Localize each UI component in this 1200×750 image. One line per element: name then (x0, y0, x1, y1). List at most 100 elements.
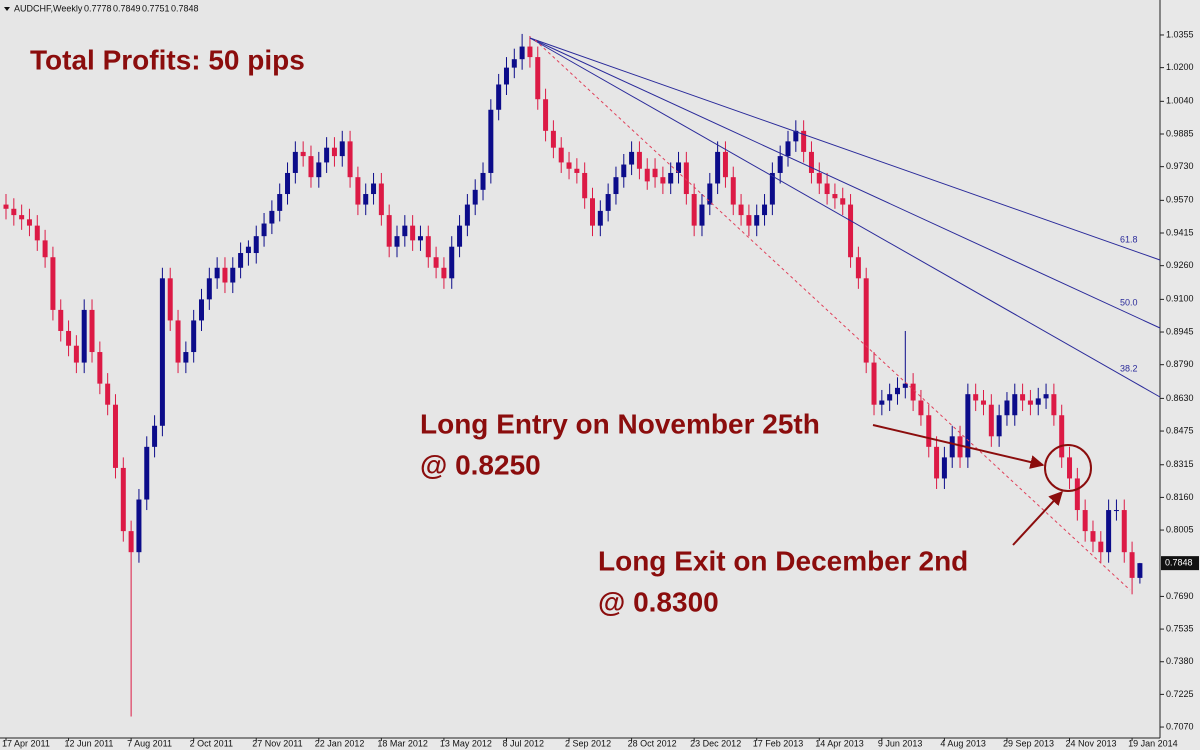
candle-body (785, 141, 791, 157)
candle-body (261, 223, 267, 237)
candle-body (402, 225, 408, 237)
candle-body (1051, 394, 1057, 416)
candle-body (981, 400, 986, 405)
fan-line (529, 37, 1161, 398)
arrow (872, 424, 1045, 469)
candle-body (1020, 394, 1026, 401)
y-tick-label: 0.8160 (1166, 492, 1194, 502)
candle-body (73, 345, 79, 363)
candle-body (441, 267, 447, 279)
candle-body (683, 162, 689, 195)
candle-body (894, 387, 900, 395)
candle-body (347, 141, 353, 178)
x-tick-label: 13 May 2012 (440, 738, 492, 748)
candle-body (1106, 510, 1112, 553)
candle-body (230, 267, 236, 283)
candle-body (1074, 478, 1080, 511)
entry-circle (1044, 444, 1092, 492)
price-label: 0.7848 (1165, 558, 1193, 568)
candle-body (550, 130, 556, 148)
candle-body (801, 130, 807, 152)
candle-body (605, 194, 611, 211)
marks (3, 33, 1143, 717)
x-tick-label: 17 Feb 2013 (753, 738, 804, 748)
candle-body (112, 404, 118, 468)
candle-body (378, 183, 384, 216)
fan-label: 61.8 (1120, 234, 1138, 244)
candle-body (535, 57, 541, 100)
header-low: 0.7751 (142, 3, 170, 13)
y-tick-label: 0.7380 (1166, 656, 1194, 666)
candle-body (746, 215, 752, 226)
candle-body (66, 330, 72, 346)
header-open: 0.7778 (84, 3, 112, 13)
candle-body (58, 309, 64, 331)
candle-body (1035, 398, 1041, 405)
candle-body (996, 415, 1002, 437)
x-tick-label: 24 Nov 2013 (1066, 738, 1117, 748)
candle-body (457, 225, 463, 247)
candle-body (949, 436, 955, 458)
candle-body (644, 168, 650, 182)
candle-body (480, 172, 486, 190)
candle-body (699, 204, 705, 226)
candle-body (206, 278, 212, 300)
candle-body (433, 257, 439, 268)
candle-body (722, 151, 728, 178)
menu-arrow (4, 7, 10, 11)
fan-label: 50.0 (1120, 297, 1138, 307)
y-tick-label: 0.7535 (1166, 623, 1194, 633)
candle-body (769, 172, 775, 205)
candle-body (527, 46, 533, 58)
candle-body (519, 46, 525, 60)
candle-body (331, 147, 337, 157)
y-tick-label: 0.8315 (1166, 459, 1194, 469)
candle-body (1043, 394, 1049, 399)
header-high: 0.7849 (113, 3, 141, 13)
candle-body (613, 177, 619, 195)
candle-body (754, 215, 760, 226)
candle-body (566, 162, 572, 169)
candle-body (590, 198, 595, 226)
candle-body (668, 172, 674, 184)
candle-body (808, 151, 814, 173)
annotation: @ 0.8300 (598, 586, 719, 617)
candle-body (902, 383, 908, 388)
candle-body (957, 436, 963, 458)
candle-body (1082, 510, 1088, 532)
x-tick-label: 8 Jul 2012 (502, 738, 544, 748)
candle-body (50, 257, 56, 310)
candle-body (863, 278, 869, 363)
candle-body (245, 246, 251, 254)
x-tick-label: 28 Oct 2012 (628, 738, 677, 748)
candle-body (621, 164, 627, 178)
candle-body (1067, 457, 1073, 479)
candle-body (918, 400, 924, 416)
candle-body (238, 253, 244, 268)
candle-body (848, 204, 854, 258)
candle-body (26, 219, 32, 226)
candle-body (183, 352, 189, 363)
candle-body (167, 278, 173, 321)
x-tick-label: 9 Jun 2013 (878, 738, 923, 748)
annotation: @ 0.8250 (420, 449, 541, 480)
candle-body (144, 446, 150, 500)
candle-body (1012, 394, 1018, 416)
candle-body (910, 383, 916, 401)
candle-body (89, 309, 95, 353)
x-tick-label: 17 Apr 2011 (2, 738, 50, 748)
candle-body (879, 400, 885, 405)
candle-body (965, 394, 971, 458)
candle-body (488, 109, 494, 173)
candle-body (660, 177, 666, 184)
candle-body (707, 183, 713, 205)
x-tick-label: 14 Apr 2013 (815, 738, 864, 748)
candle-body (816, 172, 822, 184)
candle-body (1090, 531, 1096, 542)
candle-body (793, 130, 799, 142)
annotation: Long Entry on November 25th (420, 408, 820, 439)
y-tick-label: 1.0040 (1166, 96, 1194, 106)
y-tick-label: 0.7225 (1166, 689, 1194, 699)
candle-body (691, 194, 697, 226)
